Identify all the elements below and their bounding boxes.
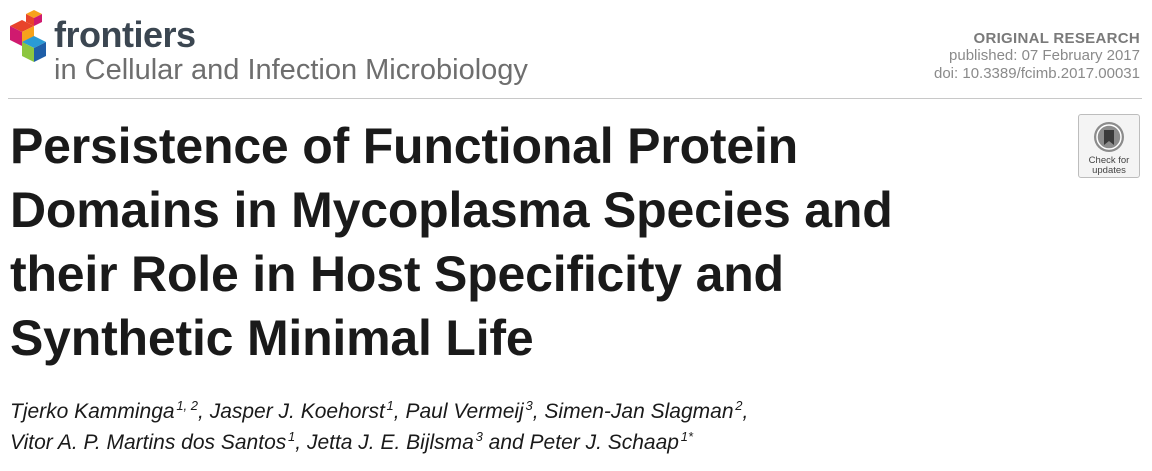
author-separator: ,: [393, 400, 406, 423]
title-line: Persistence of Functional Protein: [10, 118, 799, 174]
author-name[interactable]: Jetta J. E. Bijlsma: [306, 431, 474, 454]
author-affiliation: 3: [475, 429, 483, 444]
author-separator: ,: [532, 400, 545, 423]
author-name[interactable]: Peter J. Schaap: [529, 431, 679, 454]
frontiers-logo-icon[interactable]: [6, 8, 54, 64]
author-affiliation: 1: [288, 429, 296, 444]
title-line: their Role in Host Specificity and: [10, 246, 784, 302]
author-name[interactable]: Vitor A. P. Martins dos Santos: [10, 431, 287, 454]
author-line: Vitor A. P. Martins dos Santos 1, Jetta …: [10, 427, 1110, 458]
author-separator: ,: [198, 400, 210, 423]
author-list: Tjerko Kamminga 1, 2, Jasper J. Koehorst…: [10, 396, 1110, 458]
header-divider: [8, 98, 1142, 99]
journal-name[interactable]: in Cellular and Infection Microbiology: [54, 54, 528, 86]
author-separator: ,: [295, 431, 307, 454]
author-affiliation: 1*: [680, 429, 694, 444]
author-name[interactable]: Tjerko Kamminga: [10, 400, 175, 423]
author-name[interactable]: Simen-Jan Slagman: [544, 400, 734, 423]
author-name[interactable]: Paul Vermeij: [405, 400, 524, 423]
check-for-updates-label: Check for updates: [1088, 155, 1130, 176]
check-for-updates-icon: [1094, 122, 1124, 152]
author-affiliation: 2: [735, 398, 743, 413]
article-meta: ORIGINAL RESEARCH published: 07 February…: [934, 30, 1140, 82]
author-line: Tjerko Kamminga 1, 2, Jasper J. Koehorst…: [10, 396, 1110, 427]
doi-link[interactable]: doi: 10.3389/fcimb.2017.00031: [934, 64, 1140, 82]
title-line: Domains in Mycoplasma Species and: [10, 182, 893, 238]
check-for-updates-button[interactable]: Check for updates: [1078, 114, 1140, 178]
author-name[interactable]: Jasper J. Koehorst: [209, 400, 385, 423]
author-separator: ,: [742, 400, 749, 423]
author-affiliation: 1, 2: [176, 398, 199, 413]
author-separator: and: [482, 431, 530, 454]
author-affiliation: 3: [525, 398, 533, 413]
brand-name[interactable]: frontiers: [54, 14, 196, 55]
author-affiliation: 1: [386, 398, 394, 413]
article-title: Persistence of Functional Protein Domain…: [10, 114, 1050, 370]
article-type: ORIGINAL RESEARCH: [973, 30, 1140, 47]
published-date: published: 07 February 2017: [949, 47, 1140, 65]
title-line: Synthetic Minimal Life: [10, 310, 534, 366]
